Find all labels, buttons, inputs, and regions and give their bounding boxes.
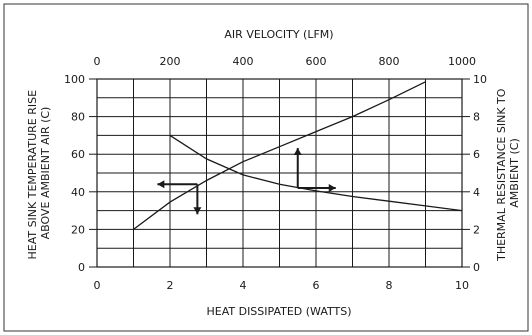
y2-tick-label: 10: [473, 73, 487, 86]
series-line-thermal-resistance: [169, 134, 463, 212]
x-tick-label: 0: [94, 279, 101, 292]
y-axis-title: HEAT SINK TEMPERATURE RISE ABOVE AMBIENT…: [26, 86, 52, 259]
y-tick-label: 40: [71, 186, 85, 199]
x2-tick-label: 1000: [448, 55, 476, 68]
y2-axis-title: THERMAL RESISTANCE SINK TO AMBIENT (C): [495, 85, 521, 262]
annotation-arrow-head: [157, 180, 165, 189]
y-tick-label: 20: [71, 223, 85, 236]
ticks: 0 2 4 6 8 100 200 400 600 800 10000204060801000246…: [64, 55, 487, 292]
y2-tick-label: 4: [473, 186, 480, 199]
y-axis-title-line-1: HEAT SINK TEMPERATURE RISE: [26, 90, 39, 260]
chart-frame: [3, 3, 529, 332]
y2-tick-label: 8: [473, 111, 480, 124]
y2-tick-label: 6: [473, 148, 480, 161]
x-tick-label: 6: [313, 279, 320, 292]
annotation-arrow-head: [293, 148, 302, 156]
x2-tick-label: 0: [94, 55, 101, 68]
series: [133, 81, 463, 230]
x2-tick-label: 200: [160, 55, 181, 68]
x-axis-title: HEAT DISSIPATED (WATTS): [206, 305, 351, 318]
annotation-arrow-head: [193, 207, 202, 215]
y2-axis-title-line-2: AMBIENT (C): [508, 138, 521, 207]
annotation-arrow-head: [328, 184, 336, 193]
x-tick-label: 8: [386, 279, 393, 292]
y2-tick-label: 2: [473, 223, 480, 236]
x2-tick-label: 600: [306, 55, 327, 68]
y-tick-label: 100: [64, 73, 85, 86]
x2-axis-title: AIR VELOCITY (LFM): [224, 28, 333, 41]
x-tick-label: 4: [240, 279, 247, 292]
y-tick-label: 80: [71, 111, 85, 124]
x2-tick-label: 400: [233, 55, 254, 68]
x-tick-label: 10: [455, 279, 469, 292]
annotations: [157, 148, 336, 215]
y2-axis-title-line-1: THERMAL RESISTANCE SINK TO: [495, 88, 508, 262]
y-axis-title-line-2: ABOVE AMBIENT AIR (C): [39, 107, 52, 240]
y-tick-label: 60: [71, 148, 85, 161]
series-line-temperature-rise: [133, 81, 426, 230]
x-tick-label: 2: [167, 279, 174, 292]
y2-tick-label: 0: [473, 261, 480, 274]
x2-tick-label: 800: [379, 55, 400, 68]
plot-border: [96, 78, 463, 268]
y-tick-label: 0: [78, 261, 85, 274]
